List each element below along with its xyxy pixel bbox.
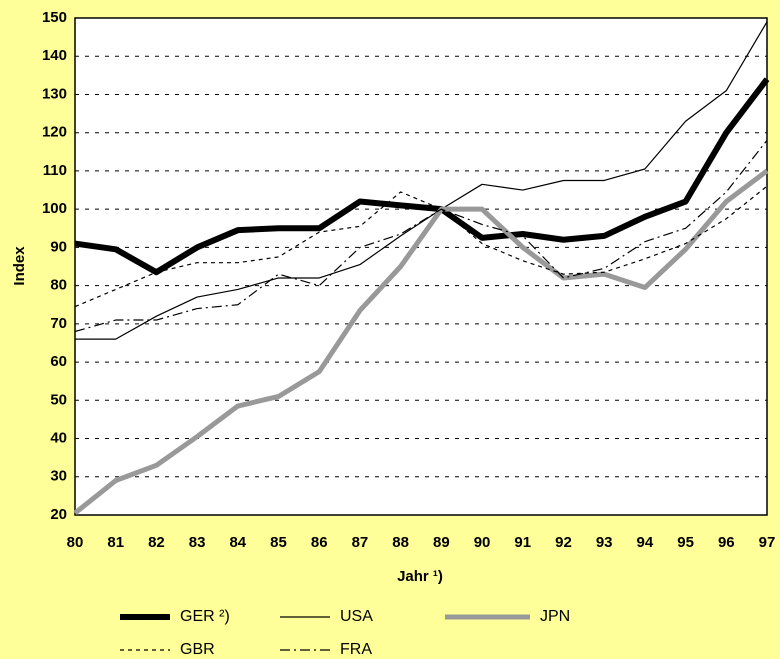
- y-tick-label: 150: [42, 9, 67, 26]
- x-tick-label: 94: [637, 534, 654, 551]
- x-tick-label: 90: [474, 534, 491, 551]
- x-tick-label: 80: [67, 534, 84, 551]
- y-tick-label: 110: [43, 162, 67, 179]
- y-tick-label: 50: [50, 391, 67, 408]
- plot-border: [74, 17, 768, 516]
- y-tick-label: 90: [50, 238, 67, 255]
- y-tick-label: 60: [50, 353, 67, 370]
- y-tick-label: 40: [50, 430, 67, 447]
- legend-label: JPN: [540, 608, 570, 625]
- x-axis-label: Jahr ¹): [397, 568, 443, 585]
- x-tick-label: 85: [270, 534, 287, 551]
- plot-area: [75, 18, 767, 515]
- legend-label: GBR: [180, 641, 215, 658]
- y-tick-label: 130: [42, 85, 67, 102]
- x-tick-label: 83: [189, 534, 206, 551]
- y-axis-label: Index: [11, 246, 28, 286]
- legend-label: FRA: [340, 641, 372, 658]
- y-tick-label: 100: [42, 200, 67, 217]
- series-line: [74, 139, 768, 333]
- x-tick-label: 89: [433, 534, 450, 551]
- x-tick-label: 96: [718, 534, 735, 551]
- series-line: [75, 21, 768, 340]
- y-tick-label: 30: [50, 468, 67, 485]
- y-tick-label: 20: [50, 506, 67, 523]
- y-tick-label: 80: [50, 277, 67, 294]
- y-tick-label: 140: [42, 47, 67, 64]
- series-line: [74, 185, 768, 308]
- y-tick-label: 70: [50, 315, 67, 332]
- x-tick-label: 82: [148, 534, 165, 551]
- x-tick-label: 97: [759, 534, 776, 551]
- x-tick-label: 95: [677, 534, 694, 551]
- x-tick-label: 84: [229, 534, 246, 551]
- series-line: [74, 77, 770, 276]
- legend-label: USA: [340, 608, 373, 625]
- series-line: [73, 168, 769, 516]
- legend-label: GER ²): [180, 608, 230, 625]
- x-tick-label: 87: [352, 534, 369, 551]
- x-tick-label: 86: [311, 534, 328, 551]
- x-tick-label: 93: [596, 534, 613, 551]
- y-tick-label: 120: [42, 124, 67, 141]
- x-tick-label: 92: [555, 534, 572, 551]
- x-tick-label: 88: [392, 534, 409, 551]
- x-tick-label: 81: [107, 534, 124, 551]
- x-tick-label: 91: [514, 534, 531, 551]
